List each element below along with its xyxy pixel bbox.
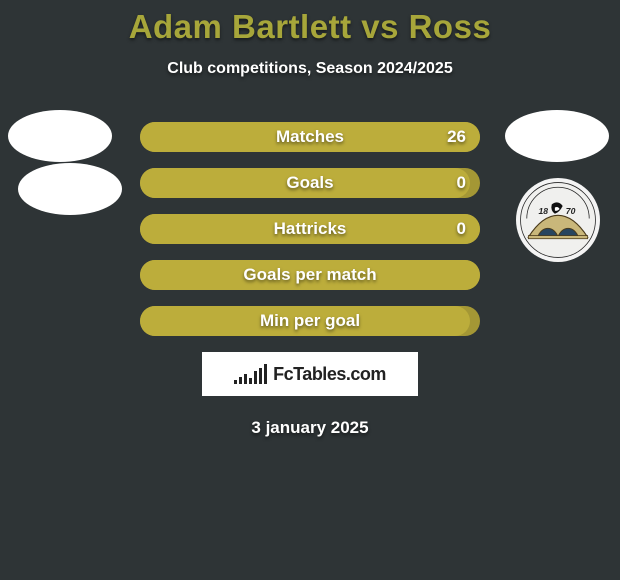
- stat-value: 26: [447, 127, 466, 147]
- stat-row: Matches 26: [140, 122, 480, 152]
- subtitle: Club competitions, Season 2024/2025: [0, 60, 620, 78]
- club-badge-left: [18, 163, 122, 215]
- magpie-bridge-icon: 18 70: [519, 181, 597, 259]
- stat-row: Goals 0: [140, 168, 480, 198]
- stat-row: Min per goal: [140, 306, 480, 336]
- stat-label: Matches: [140, 127, 480, 147]
- brand-text: FcTables.com: [273, 364, 386, 385]
- svg-text:18: 18: [539, 206, 549, 216]
- club-badge-right: 18 70: [516, 178, 600, 262]
- stat-value: 0: [457, 173, 466, 193]
- stat-value: 0: [457, 219, 466, 239]
- svg-text:70: 70: [566, 206, 576, 216]
- brand-box: FcTables.com: [202, 352, 418, 396]
- infographic: Adam Bartlett vs Ross Club competitions,…: [0, 0, 620, 438]
- player-avatar-right: [505, 110, 609, 162]
- stat-row: Goals per match: [140, 260, 480, 290]
- stat-bars: Matches 26 Goals 0 Hattricks 0 Goals per…: [140, 122, 480, 336]
- date: 3 january 2025: [0, 418, 620, 438]
- stat-label: Min per goal: [140, 311, 480, 331]
- player-avatar-left: [8, 110, 112, 162]
- stat-row: Hattricks 0: [140, 214, 480, 244]
- stat-label: Goals per match: [140, 265, 480, 285]
- stat-label: Hattricks: [140, 219, 480, 239]
- page-title: Adam Bartlett vs Ross: [0, 8, 620, 46]
- stat-label: Goals: [140, 173, 480, 193]
- brand-chart-icon: [234, 364, 267, 384]
